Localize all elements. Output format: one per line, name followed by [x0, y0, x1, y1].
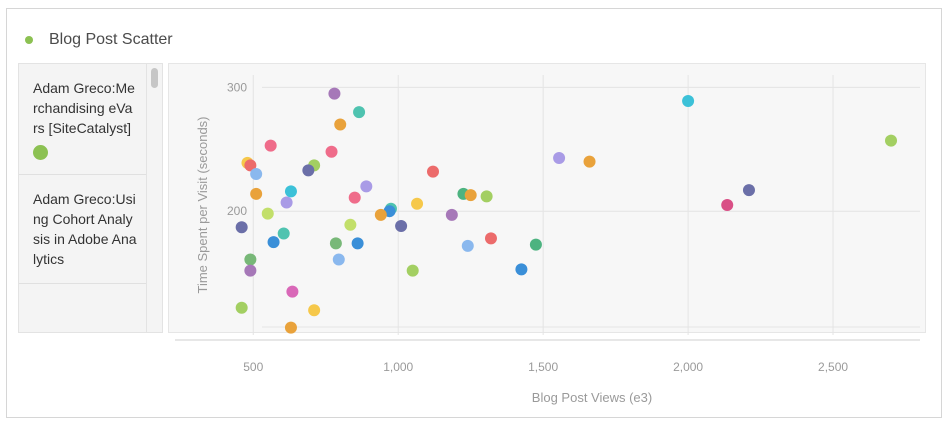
scatter-point[interactable] [328, 87, 341, 100]
scatter-point[interactable] [244, 159, 257, 172]
chart-title: Blog Post Scatter [49, 31, 173, 48]
list-item-label: Adam Greco:Using Cohort Analysis in Adob… [33, 191, 137, 267]
scatter-point[interactable] [280, 196, 293, 209]
list-item[interactable]: Adam Greco:Using Cohort Analysis in Adob… [19, 175, 147, 284]
legend-dot [25, 36, 33, 44]
y-tick-label: 300 [227, 80, 247, 94]
scatter-point[interactable] [353, 106, 366, 119]
scatter-point[interactable] [302, 164, 315, 177]
scatter-point[interactable] [374, 208, 387, 221]
plot-area [168, 63, 926, 333]
scatter-point[interactable] [395, 220, 408, 233]
scatter-point[interactable] [244, 264, 257, 277]
scatter-point[interactable] [261, 207, 274, 220]
x-tick-labels: 500 1,000 1,500 2,000 2,500 [243, 360, 848, 374]
scatter-point[interactable] [529, 238, 542, 251]
chart-header: Blog Post Scatter [25, 31, 173, 49]
scatter-point[interactable] [885, 134, 898, 147]
x-tick-label: 1,000 [383, 360, 413, 374]
scatter-point[interactable] [464, 189, 477, 202]
scatter-point[interactable] [351, 237, 364, 250]
scatter-point[interactable] [267, 236, 280, 249]
scatter-point[interactable] [348, 191, 361, 204]
x-tick-label: 500 [243, 360, 263, 374]
scatter-point[interactable] [682, 95, 695, 107]
x-tick-label: 1,500 [528, 360, 558, 374]
scatter-point[interactable] [461, 239, 474, 252]
x-tick-label: 2,500 [818, 360, 848, 374]
x-axis-title: Blog Post Views (e3) [532, 390, 652, 405]
scatter-point[interactable] [308, 304, 321, 317]
scatter-point[interactable] [235, 301, 248, 314]
scatter-point[interactable] [515, 263, 528, 276]
scatter-point[interactable] [286, 285, 299, 298]
scatter-point[interactable] [445, 208, 458, 221]
scatter-point[interactable] [583, 155, 596, 168]
grid-lines [175, 75, 920, 341]
scatter-point[interactable] [426, 165, 439, 178]
scatter-point[interactable] [553, 151, 566, 164]
series-color-swatch [33, 145, 48, 160]
scrollbar-thumb[interactable] [151, 68, 158, 88]
scatter-point[interactable] [411, 197, 424, 210]
list-scrollbar[interactable] [146, 64, 162, 332]
scatter-point[interactable] [277, 227, 290, 240]
x-tick-label: 2,000 [673, 360, 703, 374]
scatter-point[interactable] [264, 139, 277, 152]
scatter-point[interactable] [250, 168, 263, 181]
scatter-point[interactable] [344, 218, 357, 231]
y-tick-labels: 200 300 [227, 80, 247, 218]
scatter-point[interactable] [325, 145, 338, 158]
scatter-point[interactable] [284, 185, 297, 198]
scatter-point[interactable] [235, 221, 248, 234]
data-points [235, 87, 898, 334]
scatter-point[interactable] [480, 190, 493, 203]
scatter-point[interactable] [360, 180, 373, 193]
scatter-point[interactable] [332, 253, 345, 266]
scatter-point[interactable] [244, 253, 257, 266]
list-item[interactable]: Adam Greco:Merchandising eVars [SiteCata… [19, 64, 147, 175]
list-item-label: Adam Greco:Merchandising eVars [SiteCata… [33, 80, 135, 136]
y-axis-title: Time Spent per Visit (seconds) [195, 116, 210, 293]
scatter-point[interactable] [406, 264, 419, 277]
scatter-point[interactable] [250, 187, 263, 200]
series-list[interactable]: Adam Greco:Merchandising eVars [SiteCata… [18, 63, 163, 333]
scatter-point[interactable] [334, 118, 347, 131]
scatter-point[interactable] [284, 321, 297, 334]
scatter-point[interactable] [484, 232, 497, 245]
scatter-point[interactable] [721, 199, 734, 211]
y-tick-label: 200 [227, 204, 247, 218]
scatter-point[interactable] [742, 184, 755, 197]
scatter-point[interactable] [329, 237, 342, 250]
